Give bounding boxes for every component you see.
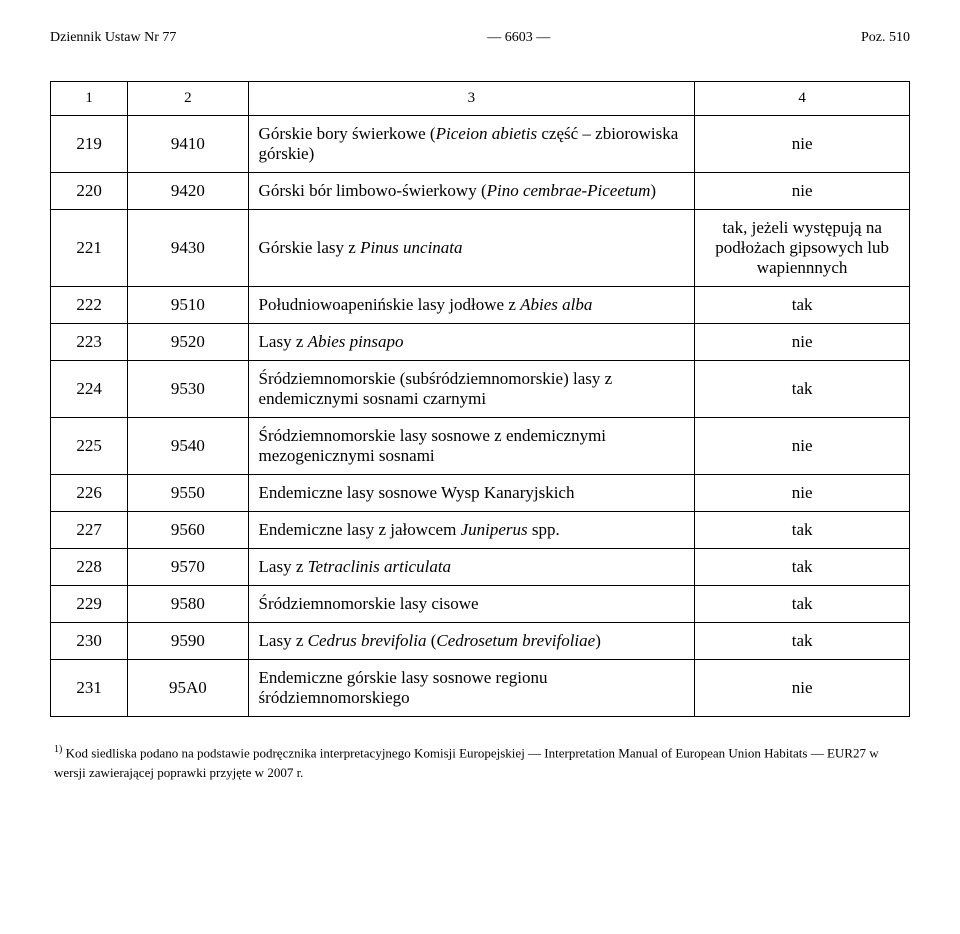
cell-lp: 229 <box>51 586 128 623</box>
cell-code: 9510 <box>128 287 248 324</box>
table-head-row: 1 2 3 4 <box>51 82 910 116</box>
head-col2: 2 <box>128 82 248 116</box>
cell-code: 9580 <box>128 586 248 623</box>
cell-name: Lasy z Tetraclinis articulata <box>248 549 695 586</box>
cell-name: Południowoapenińskie lasy jodłowe z Abie… <box>248 287 695 324</box>
cell-name: Endemiczne lasy sosnowe Wysp Kanaryjskic… <box>248 475 695 512</box>
header-left: Dziennik Ustaw Nr 77 <box>50 30 176 46</box>
table-row: 23195A0Endemiczne górskie lasy sosnowe r… <box>51 660 910 717</box>
cell-name: Górskie bory świerkowe (Piceion abietis … <box>248 116 695 173</box>
table-row: 2259540Śródziemnomorskie lasy sosnowe z … <box>51 418 910 475</box>
cell-code: 9570 <box>128 549 248 586</box>
cell-lp: 231 <box>51 660 128 717</box>
cell-code: 9560 <box>128 512 248 549</box>
cell-lp: 223 <box>51 324 128 361</box>
head-col1: 1 <box>51 82 128 116</box>
cell-lp: 222 <box>51 287 128 324</box>
table-row: 2309590Lasy z Cedrus brevifolia (Cedrose… <box>51 623 910 660</box>
cell-lp: 230 <box>51 623 128 660</box>
header-right: Poz. 510 <box>861 30 910 46</box>
table-body: 2199410Górskie bory świerkowe (Piceion a… <box>51 116 910 717</box>
cell-lp: 228 <box>51 549 128 586</box>
table-row: 2209420Górski bór limbowo-świerkowy (Pin… <box>51 173 910 210</box>
cell-priority: nie <box>695 475 910 512</box>
cell-name: Górskie lasy z Pinus uncinata <box>248 210 695 287</box>
cell-name: Śródziemnomorskie lasy sosnowe z endemic… <box>248 418 695 475</box>
cell-priority: tak <box>695 623 910 660</box>
cell-priority: nie <box>695 173 910 210</box>
footnote: 1) Kod siedliska podano na podstawie pod… <box>50 742 910 782</box>
table-row: 2219430Górskie lasy z Pinus uncinatatak,… <box>51 210 910 287</box>
cell-priority: nie <box>695 660 910 717</box>
cell-priority: tak, jeżeli występują na podłożach gipso… <box>695 210 910 287</box>
habitats-table: 1 2 3 4 2199410Górskie bory świerkowe (P… <box>50 81 910 717</box>
page-header: Dziennik Ustaw Nr 77 — 6603 — Poz. 510 <box>50 30 910 46</box>
cell-code: 9550 <box>128 475 248 512</box>
table-row: 2289570Lasy z Tetraclinis articulatatak <box>51 549 910 586</box>
cell-lp: 219 <box>51 116 128 173</box>
cell-lp: 220 <box>51 173 128 210</box>
cell-lp: 226 <box>51 475 128 512</box>
cell-priority: nie <box>695 324 910 361</box>
footnote-text: Kod siedliska podano na podstawie podręc… <box>54 745 879 780</box>
head-col3: 3 <box>248 82 695 116</box>
header-center: — 6603 — <box>487 30 550 46</box>
table-row: 2199410Górskie bory świerkowe (Piceion a… <box>51 116 910 173</box>
table-row: 2299580Śródziemnomorskie lasy cisowetak <box>51 586 910 623</box>
cell-name: Górski bór limbowo-świerkowy (Pino cembr… <box>248 173 695 210</box>
cell-name: Lasy z Abies pinsapo <box>248 324 695 361</box>
table-row: 2279560Endemiczne lasy z jałowcem Junipe… <box>51 512 910 549</box>
cell-priority: tak <box>695 586 910 623</box>
head-col4: 4 <box>695 82 910 116</box>
cell-lp: 224 <box>51 361 128 418</box>
cell-lp: 221 <box>51 210 128 287</box>
table-row: 2269550Endemiczne lasy sosnowe Wysp Kana… <box>51 475 910 512</box>
cell-code: 9410 <box>128 116 248 173</box>
cell-lp: 227 <box>51 512 128 549</box>
cell-priority: nie <box>695 116 910 173</box>
cell-code: 9540 <box>128 418 248 475</box>
cell-name: Śródziemnomorskie (subśródziemnomorskie)… <box>248 361 695 418</box>
cell-priority: tak <box>695 287 910 324</box>
cell-priority: tak <box>695 361 910 418</box>
cell-code: 9520 <box>128 324 248 361</box>
cell-name: Endemiczne lasy z jałowcem Juniperus spp… <box>248 512 695 549</box>
cell-priority: tak <box>695 512 910 549</box>
cell-name: Śródziemnomorskie lasy cisowe <box>248 586 695 623</box>
cell-name: Lasy z Cedrus brevifolia (Cedrosetum bre… <box>248 623 695 660</box>
cell-priority: nie <box>695 418 910 475</box>
cell-code: 9430 <box>128 210 248 287</box>
cell-name: Endemiczne górskie lasy sosnowe regionu … <box>248 660 695 717</box>
table-row: 2249530Śródziemnomorskie (subśródziemnom… <box>51 361 910 418</box>
cell-priority: tak <box>695 549 910 586</box>
table-row: 2229510Południowoapenińskie lasy jodłowe… <box>51 287 910 324</box>
cell-lp: 225 <box>51 418 128 475</box>
cell-code: 95A0 <box>128 660 248 717</box>
table-row: 2239520Lasy z Abies pinsaponie <box>51 324 910 361</box>
cell-code: 9420 <box>128 173 248 210</box>
cell-code: 9530 <box>128 361 248 418</box>
cell-code: 9590 <box>128 623 248 660</box>
